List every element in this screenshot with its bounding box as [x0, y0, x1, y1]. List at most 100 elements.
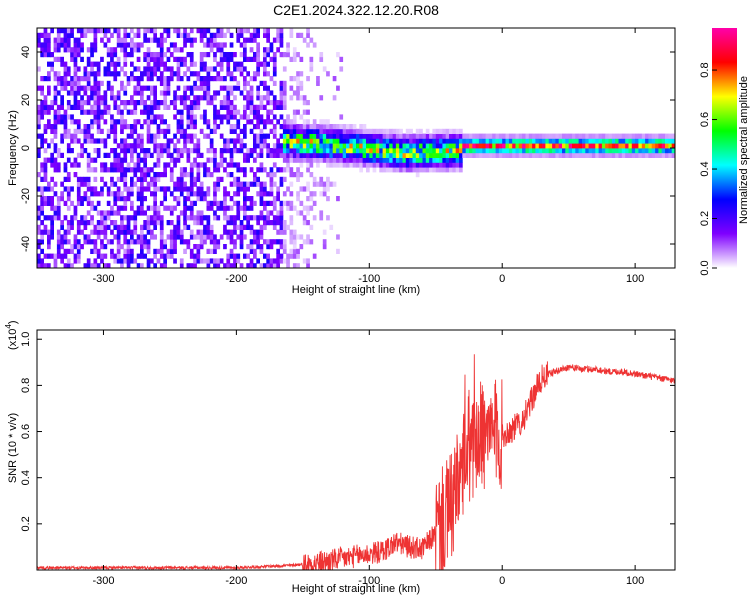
heatmap-cell — [555, 143, 560, 149]
heatmap-cell — [459, 162, 463, 168]
heatmap-cell — [136, 76, 141, 82]
heatmap-cell — [631, 148, 636, 154]
heatmap-cell — [233, 148, 237, 154]
heatmap-cell — [40, 143, 44, 149]
heatmap-cell — [449, 148, 453, 154]
heatmap-cell — [163, 186, 167, 192]
heatmap-cell — [56, 104, 61, 110]
heatmap-cell — [120, 85, 124, 91]
snr-y-tick-label: 0.4 — [20, 470, 32, 485]
heatmap-cell — [306, 167, 310, 173]
heatmap-cell — [90, 52, 94, 58]
heatmap-cell — [399, 133, 403, 139]
heatmap-cell — [176, 56, 181, 62]
heatmap-cell — [206, 71, 211, 77]
heatmap-cell — [93, 100, 98, 106]
heatmap-cell — [70, 47, 74, 53]
heatmap-cell — [452, 148, 457, 154]
heatmap-cell — [282, 90, 287, 96]
heatmap-cell — [492, 143, 496, 149]
heatmap-cell — [110, 162, 114, 168]
heatmap-cell — [611, 152, 616, 158]
heatmap-cell — [146, 263, 151, 268]
heatmap-cell — [103, 215, 108, 221]
heatmap-cell — [233, 224, 237, 230]
heatmap-cell — [176, 196, 181, 202]
heatmap-cell — [186, 114, 191, 120]
heatmap-cell — [140, 234, 144, 240]
heatmap-cell — [339, 56, 344, 62]
heatmap-cell — [47, 263, 51, 268]
heatmap-cell — [179, 234, 184, 240]
heatmap-cell — [113, 28, 118, 34]
heatmap-cell — [209, 37, 214, 43]
heatmap-cell — [279, 143, 284, 149]
heatmap-cell — [183, 42, 187, 48]
heatmap-cell — [223, 186, 227, 192]
heatmap-cell — [153, 85, 157, 91]
heatmap-cell — [110, 32, 114, 38]
heatmap-cell — [366, 152, 370, 158]
heatmap-cell — [432, 152, 437, 158]
heatmap-cell — [206, 205, 211, 211]
heatmap-cell — [126, 109, 131, 115]
spectrogram-y-tick-label: -40 — [20, 236, 32, 252]
heatmap-cell — [253, 253, 257, 259]
heatmap-cell — [176, 215, 181, 221]
heatmap-cell — [299, 234, 304, 240]
heatmap-cell — [439, 128, 443, 134]
heatmap-cell — [43, 200, 48, 206]
heatmap-cell — [86, 162, 91, 168]
heatmap-cell — [60, 239, 64, 245]
heatmap-cell — [538, 143, 543, 149]
heatmap-cell — [306, 205, 310, 211]
heatmap-cell — [515, 148, 520, 154]
heatmap-cell — [272, 181, 277, 187]
heatmap-cell — [309, 61, 314, 67]
heatmap-cell — [256, 114, 260, 120]
heatmap-cell — [282, 143, 287, 149]
heatmap-cell — [90, 215, 94, 221]
heatmap-cell — [226, 90, 231, 96]
heatmap-cell — [213, 244, 217, 250]
heatmap-cell — [259, 244, 264, 250]
heatmap-cell — [189, 162, 194, 168]
heatmap-cell — [322, 124, 327, 130]
heatmap-cell — [140, 71, 144, 77]
heatmap-cell — [80, 109, 84, 115]
heatmap-cell — [299, 244, 304, 250]
heatmap-cell — [375, 133, 380, 139]
heatmap-cell — [226, 205, 231, 211]
heatmap-cell — [412, 162, 417, 168]
heatmap-cell — [153, 133, 157, 139]
heatmap-cell — [392, 157, 397, 163]
heatmap-cell — [668, 143, 673, 149]
heatmap-cell — [246, 263, 250, 268]
heatmap-cell — [163, 61, 167, 67]
heatmap-cell — [259, 138, 264, 144]
heatmap-cell — [276, 186, 280, 192]
heatmap-cell — [439, 138, 443, 144]
heatmap-cell — [53, 162, 58, 168]
heatmap-cell — [163, 253, 167, 259]
heatmap-cell — [409, 148, 413, 154]
heatmap-cell — [405, 167, 410, 173]
heatmap-cell — [535, 138, 540, 144]
heatmap-cell — [66, 186, 71, 192]
heatmap-cell — [153, 220, 157, 226]
heatmap-cell — [113, 61, 118, 67]
heatmap-cell — [56, 56, 61, 62]
heatmap-cell — [276, 215, 280, 221]
heatmap-cell — [150, 181, 154, 187]
heatmap-cell — [143, 196, 147, 202]
heatmap-cell — [216, 176, 221, 182]
heatmap-cell — [213, 52, 217, 58]
heatmap-cell — [482, 148, 486, 154]
heatmap-cell — [286, 167, 290, 173]
heatmap-cell — [76, 90, 81, 96]
heatmap-cell — [93, 263, 98, 268]
heatmap-cell — [116, 229, 121, 235]
heatmap-cell — [389, 128, 393, 134]
heatmap-cell — [56, 253, 61, 259]
heatmap-cell — [63, 248, 68, 254]
